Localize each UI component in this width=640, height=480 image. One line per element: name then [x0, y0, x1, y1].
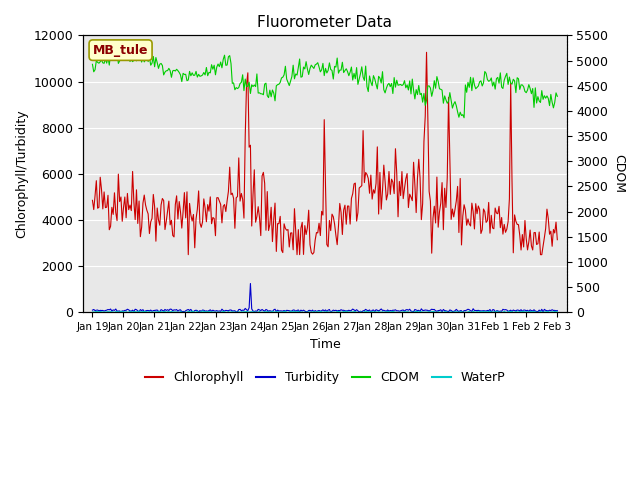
- Y-axis label: Chlorophyll/Turbidity: Chlorophyll/Turbidity: [15, 109, 28, 238]
- Legend: Chlorophyll, Turbidity, CDOM, WaterP: Chlorophyll, Turbidity, CDOM, WaterP: [140, 366, 510, 389]
- Text: MB_tule: MB_tule: [93, 44, 148, 57]
- Y-axis label: CDOM: CDOM: [612, 155, 625, 193]
- Title: Fluorometer Data: Fluorometer Data: [257, 15, 392, 30]
- X-axis label: Time: Time: [310, 337, 340, 351]
